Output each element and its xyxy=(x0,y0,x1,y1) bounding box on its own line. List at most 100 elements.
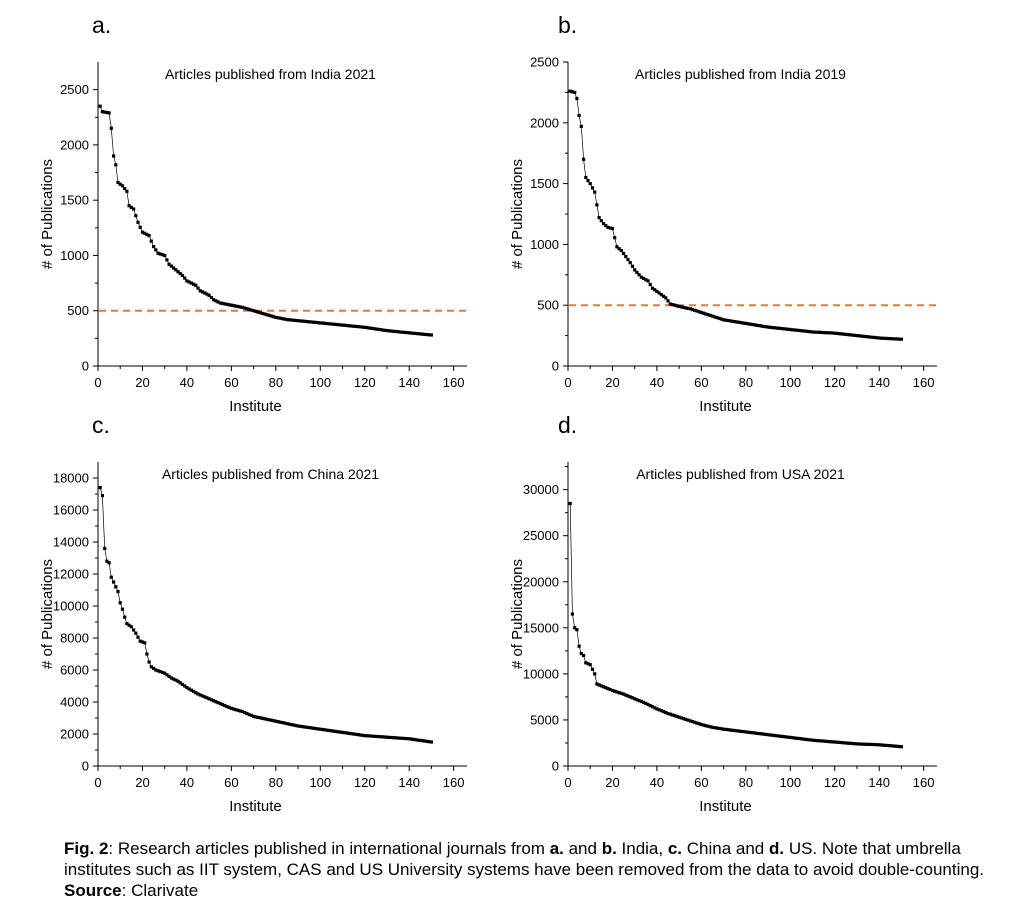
x-axis-label: Institute xyxy=(229,398,282,415)
data-point xyxy=(617,247,621,251)
data-point xyxy=(757,732,761,736)
data-point xyxy=(770,733,775,737)
data-point xyxy=(899,337,903,341)
data-point xyxy=(178,271,182,276)
data-point xyxy=(116,590,120,594)
data-point xyxy=(400,330,405,334)
data-point xyxy=(813,738,817,742)
data-point xyxy=(129,625,133,629)
data-point xyxy=(249,713,253,717)
data-point xyxy=(425,333,429,337)
data-point xyxy=(855,742,859,746)
data-point xyxy=(140,640,145,644)
data-point xyxy=(866,742,870,746)
data-point xyxy=(722,318,726,322)
data-point xyxy=(414,738,418,742)
data-point xyxy=(280,317,285,321)
data-point xyxy=(853,333,857,337)
data-point xyxy=(187,280,191,284)
x-tick-label: 160 xyxy=(913,375,935,390)
y-tick-label: 1500 xyxy=(60,193,89,208)
data-point xyxy=(826,739,830,744)
data-point xyxy=(189,688,193,692)
data-point xyxy=(817,330,821,334)
data-point xyxy=(826,331,830,335)
data-point xyxy=(336,730,340,734)
data-point xyxy=(710,314,715,318)
data-point xyxy=(739,729,743,733)
caption-text-1: : Research articles published in interna… xyxy=(108,839,550,858)
data-point xyxy=(318,727,322,731)
x-tick-label: 100 xyxy=(779,375,801,390)
data-point xyxy=(862,334,866,338)
data-point xyxy=(819,739,823,743)
panel-label: d. xyxy=(558,412,577,438)
data-point xyxy=(303,725,307,729)
x-tick-label: 160 xyxy=(443,375,465,390)
data-point xyxy=(777,734,781,738)
data-point xyxy=(369,326,373,330)
data-point xyxy=(842,332,846,336)
series-markers xyxy=(98,486,433,744)
data-point xyxy=(209,295,213,300)
data-point xyxy=(383,735,387,739)
data-point xyxy=(579,124,583,128)
caption-source-text: : Clarivate xyxy=(121,881,199,900)
data-point xyxy=(156,669,160,673)
data-point xyxy=(668,712,672,716)
data-point xyxy=(870,742,875,747)
data-point xyxy=(263,717,267,721)
data-point xyxy=(196,692,200,696)
data-point xyxy=(318,321,322,325)
data-point xyxy=(394,329,398,334)
x-tick-label: 40 xyxy=(180,775,194,790)
chart-panel: a. 0 20 40 60 80 100 120 140 160 0 500 1000 1500 2000 2… xyxy=(39,12,467,415)
data-point xyxy=(799,737,803,741)
data-point xyxy=(220,703,225,707)
x-tick-label: 80 xyxy=(739,375,753,390)
data-point xyxy=(873,743,877,747)
data-point xyxy=(590,667,595,671)
data-point xyxy=(779,734,783,738)
data-point xyxy=(608,226,612,230)
data-point xyxy=(120,607,125,611)
data-point xyxy=(418,332,422,336)
data-point xyxy=(336,323,340,327)
data-point xyxy=(325,728,329,732)
data-point xyxy=(664,711,668,715)
data-point xyxy=(134,631,138,635)
data-point xyxy=(679,305,683,309)
data-point xyxy=(586,179,590,183)
y-tick-label: 1500 xyxy=(530,176,559,191)
data-point xyxy=(877,336,881,340)
x-tick-label: 140 xyxy=(868,375,890,390)
data-point xyxy=(757,324,761,328)
data-point xyxy=(120,184,125,188)
data-point xyxy=(398,330,402,334)
data-point xyxy=(784,327,788,331)
data-point xyxy=(389,329,393,333)
data-point xyxy=(730,728,735,732)
data-point xyxy=(149,665,153,669)
data-point xyxy=(136,635,140,639)
y-tick-label: 30000 xyxy=(523,482,559,497)
data-point xyxy=(815,330,819,334)
data-point xyxy=(427,740,431,744)
data-point xyxy=(797,736,801,741)
data-point xyxy=(345,731,349,735)
data-point xyxy=(356,325,360,329)
data-point xyxy=(274,315,278,319)
caption-fig-label: Fig. 2 xyxy=(64,839,109,858)
data-point xyxy=(886,336,890,341)
data-point xyxy=(180,682,185,686)
data-point xyxy=(819,330,823,334)
data-point xyxy=(418,738,422,742)
data-point xyxy=(737,320,741,324)
data-point xyxy=(289,318,293,322)
data-point xyxy=(276,720,280,724)
data-point xyxy=(802,329,806,333)
x-tick-label: 0 xyxy=(564,775,571,790)
data-point xyxy=(770,326,775,330)
data-point xyxy=(733,320,737,324)
data-point xyxy=(626,694,630,698)
